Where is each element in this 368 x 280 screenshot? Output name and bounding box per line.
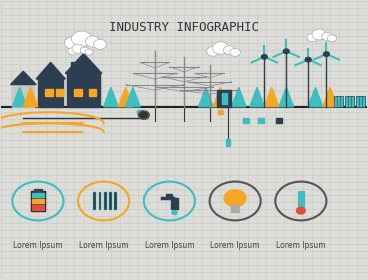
Text: Lorem Ipsum: Lorem Ipsum xyxy=(145,241,194,250)
Polygon shape xyxy=(13,87,27,107)
Circle shape xyxy=(305,57,311,62)
Circle shape xyxy=(85,36,100,47)
Polygon shape xyxy=(104,87,118,107)
Polygon shape xyxy=(250,87,264,107)
Polygon shape xyxy=(67,73,100,107)
Circle shape xyxy=(80,47,89,54)
Circle shape xyxy=(297,207,305,214)
Bar xyxy=(243,118,249,123)
Circle shape xyxy=(312,29,326,40)
Bar xyxy=(276,118,282,123)
Bar xyxy=(71,62,75,73)
Polygon shape xyxy=(11,71,36,85)
Bar xyxy=(74,89,82,96)
Circle shape xyxy=(172,211,177,214)
Circle shape xyxy=(212,42,229,54)
Text: Lorem Ipsum: Lorem Ipsum xyxy=(79,241,128,250)
Circle shape xyxy=(230,48,240,56)
Bar xyxy=(32,199,44,204)
Bar xyxy=(217,90,231,107)
Bar xyxy=(298,192,304,194)
Circle shape xyxy=(71,31,92,46)
Polygon shape xyxy=(199,87,213,107)
Bar xyxy=(89,89,96,96)
Circle shape xyxy=(140,112,148,118)
Polygon shape xyxy=(323,87,337,107)
Bar xyxy=(166,194,172,197)
Circle shape xyxy=(283,49,289,53)
Circle shape xyxy=(64,37,81,49)
Circle shape xyxy=(223,46,235,55)
Bar xyxy=(171,198,178,209)
Bar xyxy=(222,93,227,104)
Polygon shape xyxy=(231,87,246,107)
Text: Lorem Ipsum: Lorem Ipsum xyxy=(13,241,63,250)
Circle shape xyxy=(207,46,220,56)
Bar xyxy=(298,206,304,208)
Bar xyxy=(231,205,239,212)
Bar xyxy=(114,192,117,210)
Polygon shape xyxy=(125,87,140,107)
Bar xyxy=(34,188,42,191)
Bar xyxy=(298,198,304,200)
Bar xyxy=(109,192,112,210)
Circle shape xyxy=(85,49,93,55)
Polygon shape xyxy=(36,62,65,79)
Bar xyxy=(31,191,45,211)
Bar xyxy=(258,118,263,123)
Bar xyxy=(104,192,107,210)
Bar xyxy=(298,191,304,211)
Bar xyxy=(32,205,44,210)
Polygon shape xyxy=(118,87,133,107)
Polygon shape xyxy=(213,87,228,107)
Circle shape xyxy=(72,44,84,53)
Polygon shape xyxy=(13,85,34,107)
Circle shape xyxy=(93,39,107,49)
Bar xyxy=(217,110,223,115)
Bar xyxy=(334,96,343,107)
Circle shape xyxy=(224,190,246,207)
Polygon shape xyxy=(264,87,279,107)
Text: Lorem Ipsum: Lorem Ipsum xyxy=(210,241,260,250)
Circle shape xyxy=(138,111,149,119)
Circle shape xyxy=(327,35,336,42)
Bar xyxy=(99,192,102,210)
Bar xyxy=(137,110,143,115)
Circle shape xyxy=(261,55,267,59)
Bar xyxy=(56,89,63,96)
Bar xyxy=(355,96,365,107)
Bar xyxy=(345,96,354,107)
Bar xyxy=(32,193,44,197)
Text: Lorem Ipsum: Lorem Ipsum xyxy=(276,241,326,250)
Bar xyxy=(298,201,304,202)
Bar xyxy=(93,192,96,210)
Polygon shape xyxy=(38,79,63,107)
Circle shape xyxy=(322,32,332,40)
Polygon shape xyxy=(308,87,323,107)
Polygon shape xyxy=(23,87,38,107)
Polygon shape xyxy=(279,87,294,107)
Circle shape xyxy=(323,52,329,56)
Circle shape xyxy=(68,48,77,55)
Polygon shape xyxy=(65,53,102,73)
Bar xyxy=(45,89,53,96)
Bar xyxy=(226,139,230,146)
Circle shape xyxy=(307,33,318,42)
Bar xyxy=(298,195,304,197)
Text: INDUSTRY INFOGRAPHIC: INDUSTRY INFOGRAPHIC xyxy=(109,21,259,34)
Bar xyxy=(298,204,304,205)
